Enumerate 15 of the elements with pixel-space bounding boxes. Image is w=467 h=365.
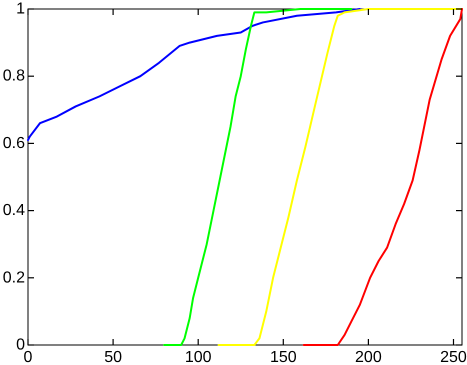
x-tick-label: 150 xyxy=(270,349,297,365)
y-tick-label: 0 xyxy=(16,336,26,354)
x-tick-label: 50 xyxy=(104,349,122,365)
x-tick-label: 250 xyxy=(440,349,467,365)
y-tick-label: 0.4 xyxy=(2,202,26,220)
y-tick-label: 0.8 xyxy=(2,68,26,85)
y-tick-label: 1 xyxy=(16,0,26,18)
y-tick-label: 0.2 xyxy=(2,269,26,286)
line-series xyxy=(218,8,463,346)
y-tick-label: 0.6 xyxy=(2,134,26,152)
x-tick-label: 100 xyxy=(184,349,212,365)
line-series xyxy=(302,8,463,346)
line-series xyxy=(27,8,361,142)
x-tick-label: 200 xyxy=(355,349,382,365)
line-series xyxy=(163,8,352,346)
